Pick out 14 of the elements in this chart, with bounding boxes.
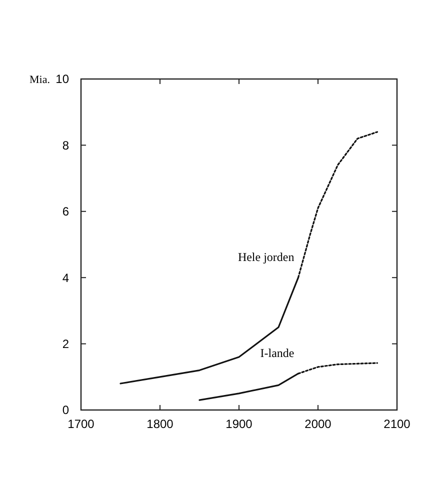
y-tick-label: 0 bbox=[62, 403, 70, 418]
x-tick-label: 1800 bbox=[146, 417, 174, 431]
y-tick-label: 10 bbox=[56, 72, 70, 86]
series-label: I-lande bbox=[260, 346, 294, 360]
y-axis-title: Mia. bbox=[30, 74, 50, 86]
series-label: Hele jorden bbox=[238, 250, 294, 264]
y-tick-label: 2 bbox=[62, 337, 70, 351]
x-tick-label: 1700 bbox=[68, 417, 95, 431]
x-tick-label: 2100 bbox=[384, 417, 411, 431]
y-tick-label: 4 bbox=[62, 270, 70, 285]
y-tick-label: 6 bbox=[62, 204, 70, 219]
x-tick-label: 2000 bbox=[304, 417, 332, 431]
x-tick-label: 1900 bbox=[226, 417, 253, 431]
y-tick-label: 8 bbox=[62, 138, 70, 152]
